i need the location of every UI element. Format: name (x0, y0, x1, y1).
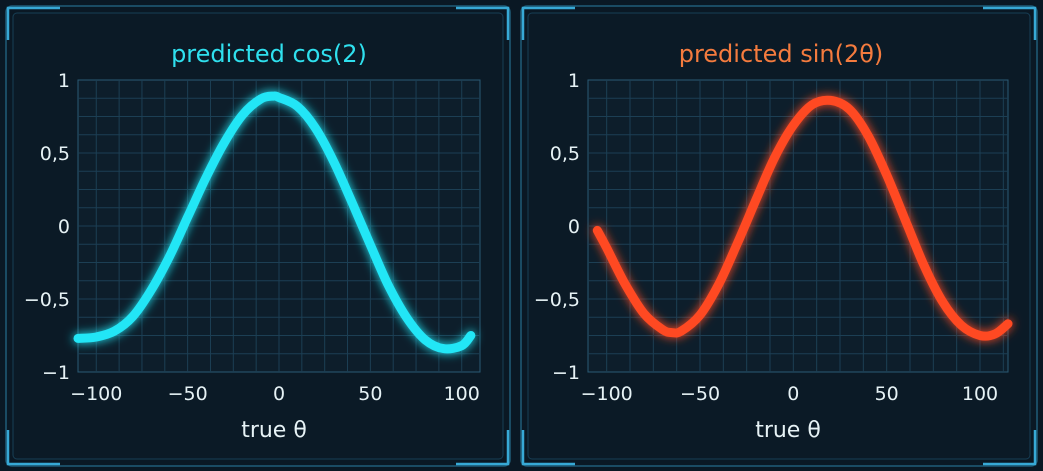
y-tick-label: 1 (58, 70, 70, 92)
x-axis-label: true θ (241, 418, 307, 443)
grid (78, 80, 480, 372)
x-tick-label: −50 (680, 383, 720, 405)
y-axis: 1 0,5 0 −0,5 −1 (24, 70, 70, 384)
y-tick-label: −0,5 (24, 289, 70, 311)
y-tick-label: −1 (42, 362, 70, 384)
panel-sin: 1 0,5 0 −0,5 −1 −100 −50 0 50 100 predicted sin(… (520, 5, 1038, 467)
x-tick-label: 0 (787, 383, 799, 405)
corner-accent-top-right (456, 6, 510, 40)
x-tick-label: −50 (168, 383, 208, 405)
grid (588, 80, 1008, 372)
x-tick-label: −100 (70, 383, 122, 405)
x-axis: −100 −50 0 50 100 (70, 383, 480, 405)
panel-frame (5, 5, 511, 467)
y-tick-label: −1 (552, 362, 580, 384)
corner-accent-bottom-left (6, 430, 60, 466)
corner-accent-bottom-right (983, 430, 1037, 466)
series-curve (592, 95, 1013, 341)
y-tick-label: 0 (58, 216, 70, 238)
y-tick-label: 0,5 (550, 143, 580, 165)
panel-frame (520, 5, 1038, 467)
y-axis: 1 0,5 0 −0,5 −1 (534, 70, 580, 384)
y-tick-label: 0 (568, 216, 580, 238)
chart-title: predicted cos(2) (171, 40, 367, 68)
x-tick-label: 0 (273, 383, 285, 405)
panel-cos: 1 0,5 0 −0,5 −1 −100 −50 0 50 100 predicted cos(… (5, 5, 511, 467)
corner-accent-top-left (521, 6, 575, 40)
y-tick-label: 1 (568, 70, 580, 92)
x-tick-label: 50 (875, 383, 899, 405)
chart-title: predicted sin(2θ) (679, 40, 884, 68)
x-tick-label: 100 (962, 383, 998, 405)
corner-accent-bottom-left (521, 430, 575, 466)
series-line (73, 91, 476, 354)
series-line (592, 95, 1013, 341)
y-tick-label: 0,5 (40, 143, 70, 165)
series-curve (73, 91, 476, 354)
x-tick-label: −100 (581, 383, 633, 405)
x-tick-label: 100 (444, 383, 480, 405)
x-axis: −100 −50 0 50 100 (581, 383, 999, 405)
x-tick-label: 50 (358, 383, 382, 405)
y-tick-label: −0,5 (534, 289, 580, 311)
corner-accent-top-right (983, 6, 1037, 40)
corner-accent-bottom-right (456, 430, 510, 466)
corner-accent-top-left (6, 6, 60, 40)
x-axis-label: true θ (755, 418, 821, 443)
